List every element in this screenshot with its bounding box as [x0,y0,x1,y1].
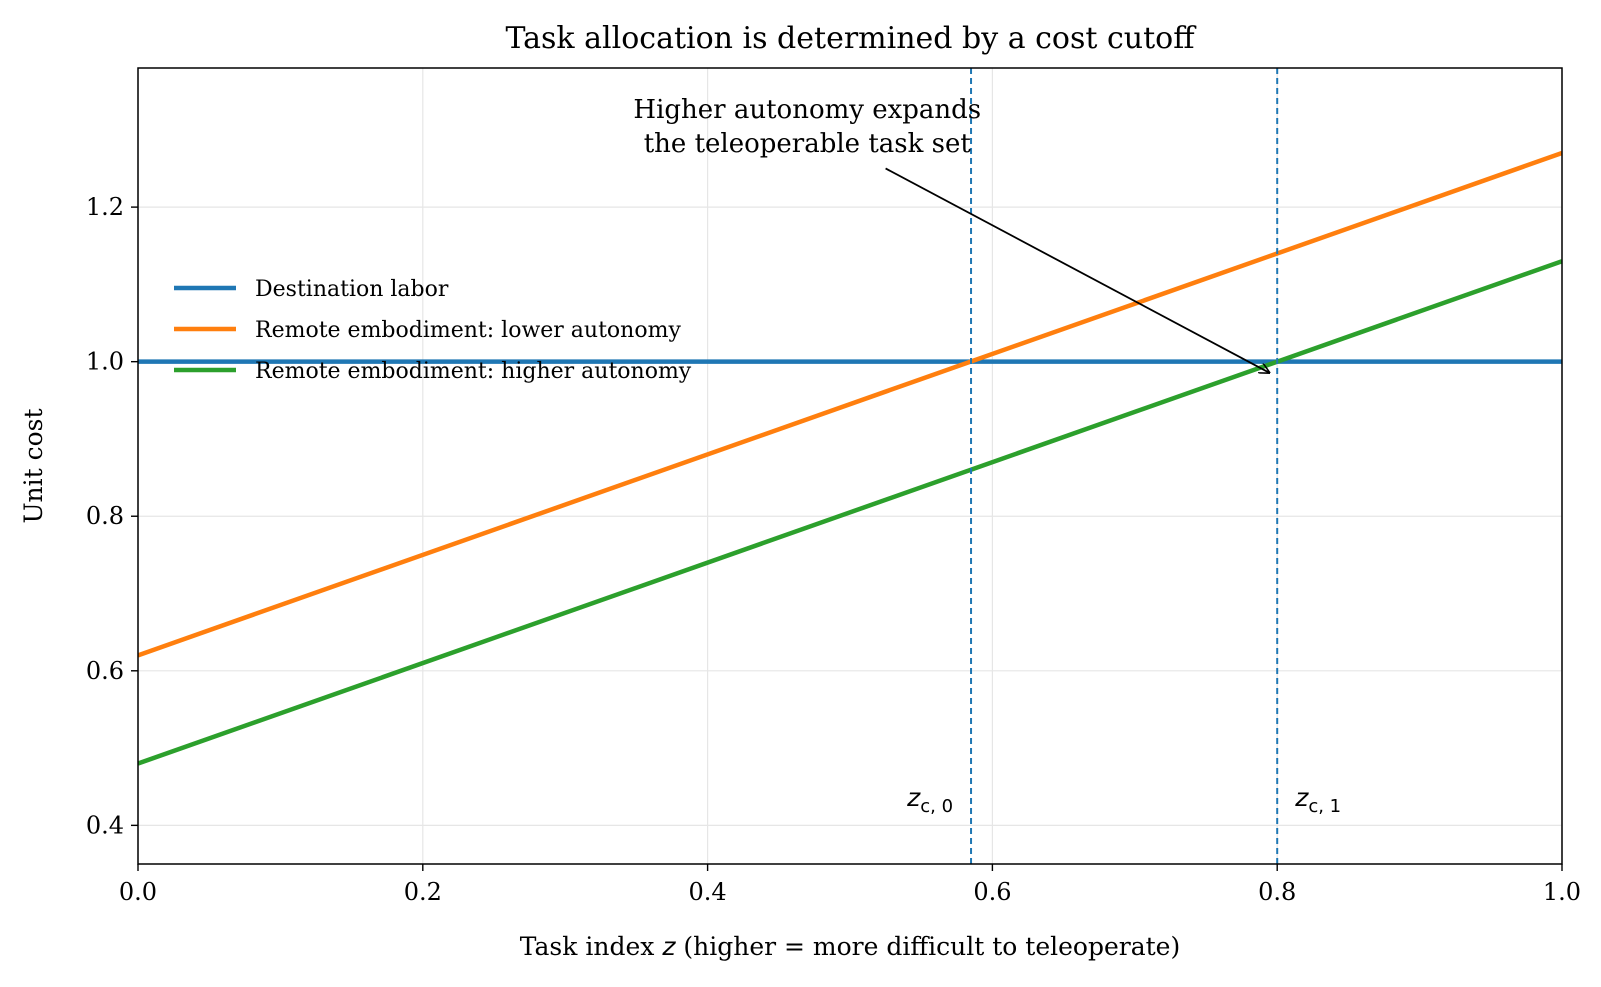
cutoff-label-0: zc, 0 [906,783,953,817]
series-layer [138,150,1562,766]
legend: Destination labor Remote embodiment: lowe… [174,277,692,384]
legend-label-2: Remote embodiment: higher autonomy [255,359,692,384]
annotation-text-0: Higher autonomy expands [633,95,981,125]
x-tick-label: 0.6 [973,878,1011,906]
y-tick-label: 0.4 [86,811,124,839]
annotation-arrow [885,167,1270,372]
x-tick-label: 0.2 [404,878,442,906]
y-axis-label: Unit cost [19,408,48,523]
legend-label-1: Remote embodiment: lower autonomy [255,318,681,343]
chart-title: Task allocation is determined by a cost … [505,21,1197,56]
x-tick-label: 1.0 [1543,878,1581,906]
y-tick-label: 0.6 [86,657,124,685]
annotation-text-1: the teleoperable task set [644,129,972,159]
x-tick-label: 0.0 [119,878,157,906]
y-axis-ticks: 0.4 0.6 0.8 1.0 1.2 [86,193,138,839]
y-tick-label: 0.8 [86,502,124,530]
series-line-2 [138,259,1562,766]
cutoff-label-1: zc, 1 [1294,783,1341,817]
y-tick-label: 1.0 [86,348,124,376]
cutoff-layer: zc, 0 zc, 1 [906,68,1341,864]
series-line-1 [138,150,1562,658]
x-tick-label: 0.4 [689,878,727,906]
y-tick-label: 1.2 [86,193,124,221]
legend-label-0: Destination labor [255,277,449,302]
x-tick-label: 0.8 [1258,878,1296,906]
plot-frame [137,67,1563,865]
grid [137,68,1563,864]
annotation: Higher autonomy expands the teleoperable … [633,95,1269,373]
x-axis-ticks: 0.0 0.2 0.4 0.6 0.8 1.0 [119,864,1581,906]
x-axis-label: Task index z (higher = more difficult to… [520,932,1180,961]
